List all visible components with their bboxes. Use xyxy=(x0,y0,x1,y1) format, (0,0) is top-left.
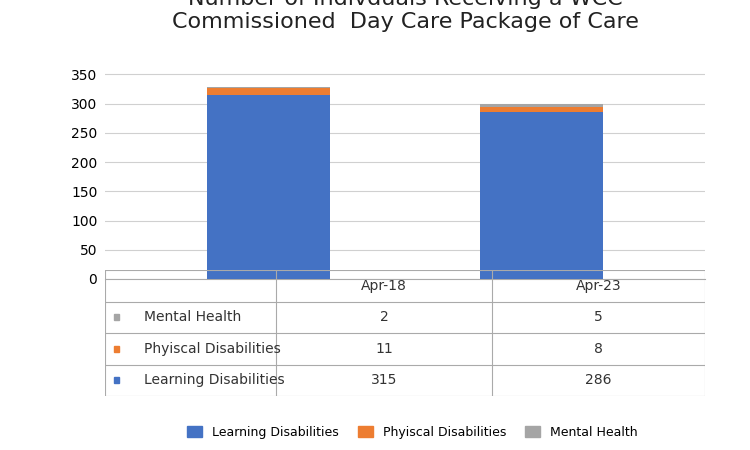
Bar xyxy=(480,104,603,107)
Bar xyxy=(114,346,118,351)
Bar xyxy=(480,112,603,279)
Text: 5: 5 xyxy=(594,310,603,324)
Legend: Learning Disabilities, Phyiscal Disabilities, Mental Health: Learning Disabilities, Phyiscal Disabili… xyxy=(182,421,643,444)
Text: Apr-23: Apr-23 xyxy=(576,279,621,293)
Bar xyxy=(114,315,118,320)
Text: 8: 8 xyxy=(594,342,603,356)
Text: 286: 286 xyxy=(585,373,612,387)
Text: Mental Health: Mental Health xyxy=(144,310,242,324)
Text: 11: 11 xyxy=(375,342,393,356)
Title: Number of Indivduals Receiving a WCC
Commissioned  Day Care Package of Care: Number of Indivduals Receiving a WCC Com… xyxy=(172,0,638,32)
Bar xyxy=(480,107,603,112)
Bar xyxy=(114,378,118,383)
Text: 2: 2 xyxy=(380,310,388,324)
Text: Learning Disabilities: Learning Disabilities xyxy=(144,373,285,387)
Text: 315: 315 xyxy=(370,373,398,387)
Bar xyxy=(207,95,330,279)
Text: Apr-18: Apr-18 xyxy=(361,279,407,293)
Bar xyxy=(207,87,330,88)
Bar xyxy=(207,88,330,95)
Text: Phyiscal Disabilities: Phyiscal Disabilities xyxy=(144,342,280,356)
